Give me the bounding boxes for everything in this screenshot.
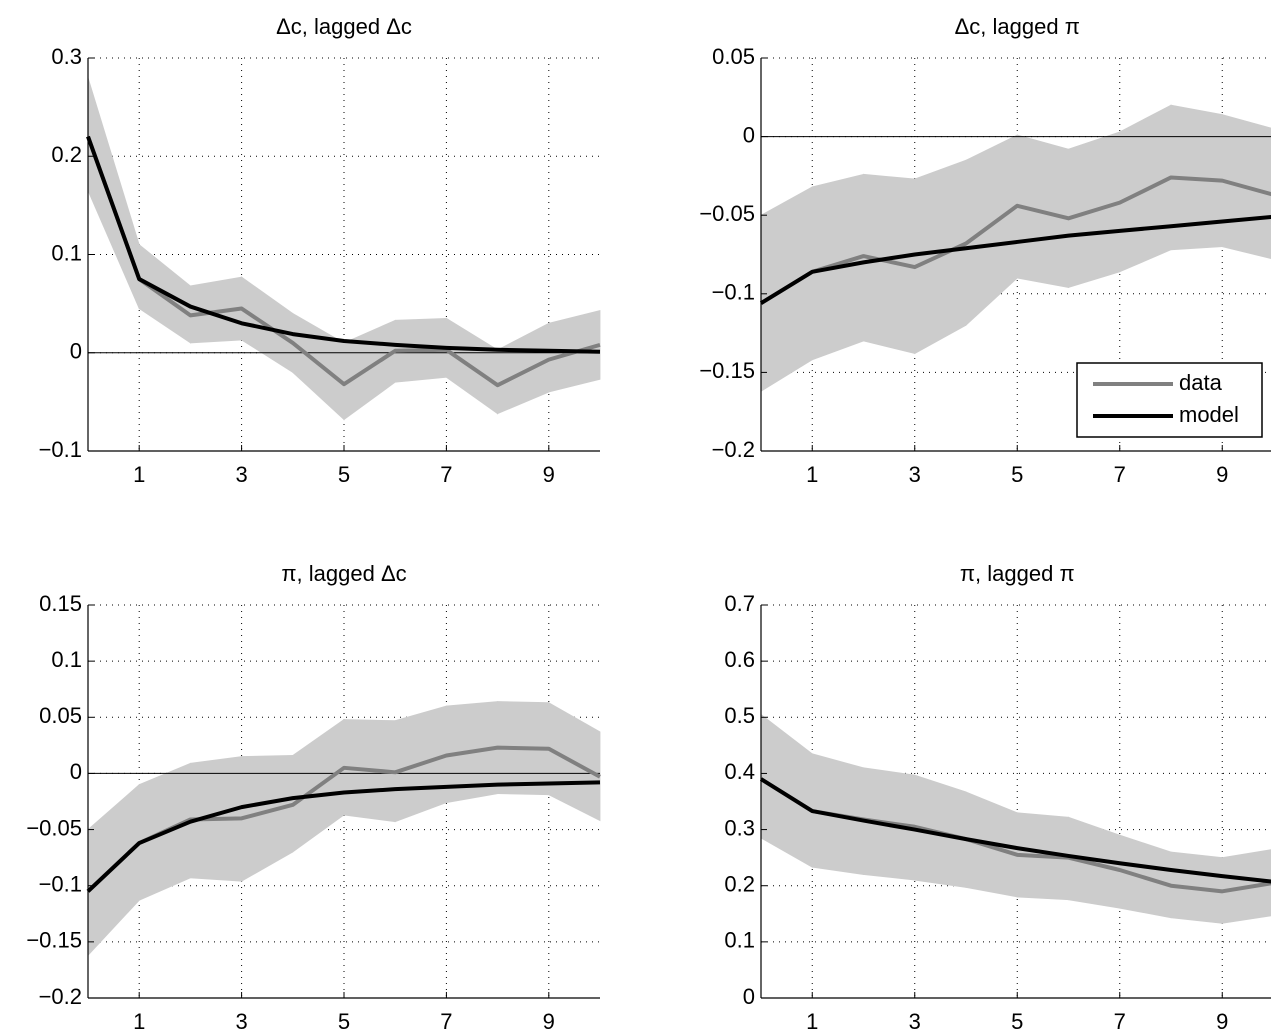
x-tick-label: 7 bbox=[440, 462, 452, 487]
x-tick-label: 1 bbox=[806, 462, 818, 487]
confidence-band bbox=[87, 77, 140, 309]
series-line bbox=[759, 777, 1271, 884]
confidence-band bbox=[965, 134, 1018, 327]
x-tick-label: 3 bbox=[235, 1009, 247, 1030]
x-tick-label: 1 bbox=[133, 462, 145, 487]
x-tick-label: 5 bbox=[338, 1009, 350, 1030]
legend: data model bbox=[1076, 362, 1263, 438]
chart-title: π, lagged Δc bbox=[281, 561, 406, 586]
legend-label: data bbox=[1179, 370, 1223, 395]
y-tick-label: 0.1 bbox=[724, 928, 755, 953]
x-tick-label: 9 bbox=[543, 462, 555, 487]
confidence-band bbox=[497, 322, 550, 415]
y-tick-label: 0 bbox=[743, 122, 755, 147]
y-tick-label: −0.2 bbox=[39, 984, 82, 1009]
chart-title: π, lagged π bbox=[960, 561, 1075, 586]
series-line bbox=[86, 780, 601, 893]
y-tick-label: −0.1 bbox=[39, 437, 82, 462]
y-tick-label: 0.2 bbox=[724, 872, 755, 897]
x-tick-label: 5 bbox=[338, 462, 350, 487]
y-tick-label: 0.4 bbox=[724, 759, 755, 784]
x-tick-label: 5 bbox=[1011, 1009, 1023, 1030]
subplot: −0.2 −0.15 −0.1 −0.05 0 0.05 0.1 0.15 1 3 5 7 9 π, la… bbox=[26, 561, 601, 1030]
x-tick-label: 7 bbox=[1114, 1009, 1126, 1030]
y-tick-label: 0.2 bbox=[51, 142, 82, 167]
y-tick-label: 0.05 bbox=[712, 44, 755, 69]
legend-box bbox=[1076, 362, 1263, 438]
x-tick-label: 1 bbox=[133, 1009, 145, 1030]
y-tick-label: −0.1 bbox=[39, 872, 82, 897]
x-tick-label: 9 bbox=[1216, 462, 1228, 487]
chart-title: Δc, lagged Δc bbox=[276, 14, 412, 39]
confidence-band bbox=[760, 713, 813, 868]
y-tick-label: 0 bbox=[743, 984, 755, 1009]
y-tick-label: 0.1 bbox=[51, 240, 82, 265]
y-tick-label: 0.5 bbox=[724, 703, 755, 728]
y-tick-label: 0.1 bbox=[51, 647, 82, 672]
y-tick-label: 0.3 bbox=[51, 44, 82, 69]
chart-title: Δc, lagged π bbox=[955, 14, 1080, 39]
confidence-band bbox=[87, 783, 140, 957]
subplot: −0.2 −0.15 −0.1 −0.05 0 0.05 1 3 5 7 9 Δc, lagged π… bbox=[699, 14, 1271, 487]
x-tick-label: 9 bbox=[543, 1009, 555, 1030]
y-tick-label: −0.15 bbox=[699, 358, 755, 383]
x-tick-label: 9 bbox=[1216, 1009, 1228, 1030]
y-tick-label: 0.3 bbox=[724, 815, 755, 840]
y-tick-label: −0.2 bbox=[712, 437, 755, 462]
y-tick-label: 0.7 bbox=[724, 591, 755, 616]
y-tick-label: 0 bbox=[70, 759, 82, 784]
y-tick-label: 0.05 bbox=[39, 703, 82, 728]
y-tick-label: 0.15 bbox=[39, 591, 82, 616]
subplot: 0 0.1 0.2 0.3 0.4 0.5 0.6 0.7 1 3 5 7 9 π, lagged π bbox=[724, 561, 1271, 1030]
y-tick-label: −0.05 bbox=[699, 201, 755, 226]
x-tick-label: 3 bbox=[235, 462, 247, 487]
x-tick-label: 3 bbox=[909, 462, 921, 487]
y-tick-label: −0.1 bbox=[712, 280, 755, 305]
subplot: −0.1 0 0.1 0.2 0.3 1 3 5 7 9 Δc, lagged Δc bbox=[39, 14, 601, 487]
series-line bbox=[86, 135, 601, 388]
x-tick-label: 1 bbox=[806, 1009, 818, 1030]
y-tick-label: 0.6 bbox=[724, 647, 755, 672]
y-tick-label: −0.05 bbox=[26, 815, 82, 840]
series-line bbox=[759, 214, 1271, 305]
confidence-band bbox=[292, 312, 345, 421]
y-tick-label: −0.15 bbox=[26, 928, 82, 953]
x-tick-label: 3 bbox=[909, 1009, 921, 1030]
x-tick-label: 7 bbox=[1114, 462, 1126, 487]
confidence-band bbox=[343, 319, 396, 421]
series-line bbox=[759, 175, 1271, 305]
series-line bbox=[86, 135, 601, 354]
x-tick-label: 5 bbox=[1011, 462, 1023, 487]
legend-label: model bbox=[1179, 402, 1239, 427]
x-tick-label: 7 bbox=[440, 1009, 452, 1030]
y-tick-label: 0 bbox=[70, 339, 82, 364]
